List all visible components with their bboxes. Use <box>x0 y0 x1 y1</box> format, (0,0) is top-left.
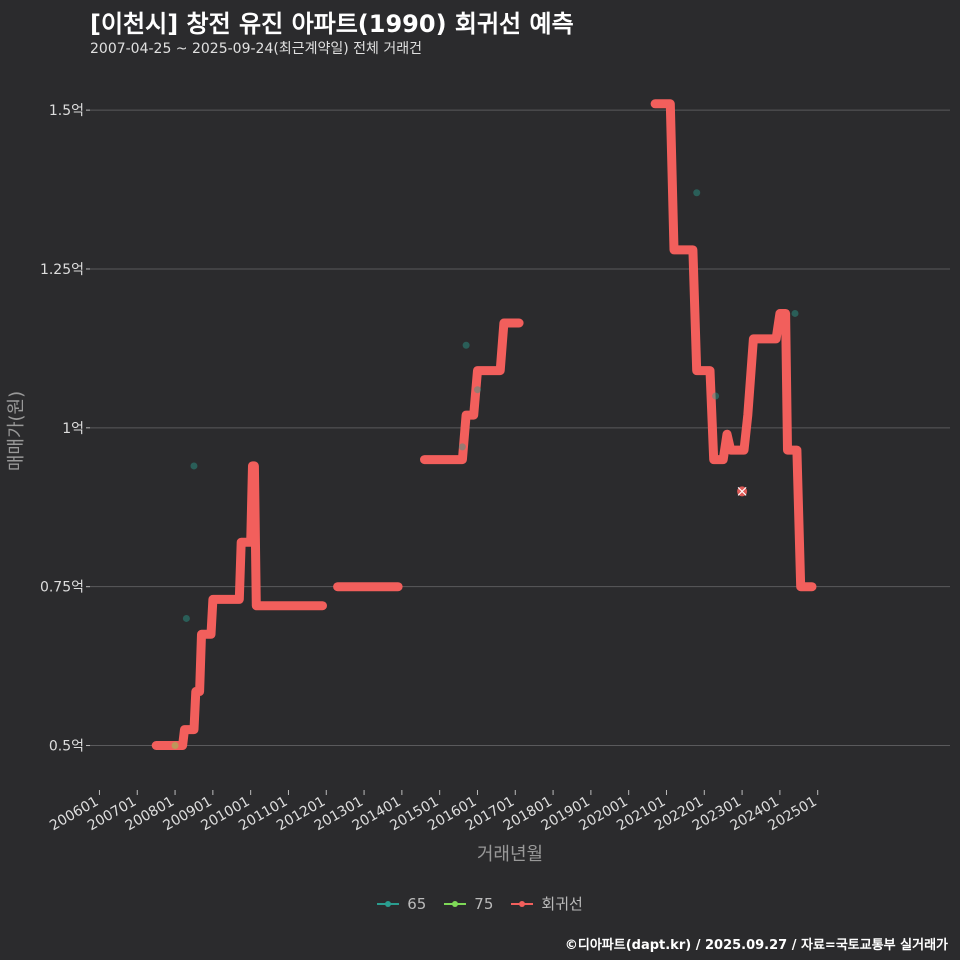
highlight-cross-icon <box>737 486 747 496</box>
legend-key-65 <box>377 897 400 911</box>
y-tick-label: 1.25억 <box>40 262 84 278</box>
data-point <box>693 189 701 197</box>
data-point <box>791 309 799 317</box>
y-tick-label: 1.5억 <box>49 103 84 119</box>
data-point <box>458 443 466 451</box>
y-tick-label: 0.75억 <box>40 580 84 596</box>
legend-item-regression[interactable]: 회귀선 <box>511 893 583 914</box>
x-axis-title: 거래년월 <box>477 844 543 865</box>
regression-line <box>420 318 524 465</box>
chart-subtitle: 2007-04-25 ~ 2025-09-24(최근계약일) 전체 거래건 <box>90 41 422 57</box>
data-point <box>171 742 179 750</box>
legend-item-65[interactable]: 65 <box>377 893 426 914</box>
y-axis-title: 매매가(원) <box>6 391 27 471</box>
data-point <box>462 341 470 349</box>
chart-title: [이천시] 창전 유진 아파트(1990) 회귀선 예측 <box>90 10 574 38</box>
regression-line <box>151 461 327 750</box>
legend-label-regression: 회귀선 <box>541 895 583 913</box>
y-tick-label: 0.5억 <box>49 739 84 755</box>
legend-label-65: 65 <box>407 894 427 913</box>
regression-line <box>650 99 817 592</box>
legend-key-75 <box>444 897 467 911</box>
data-point <box>712 392 720 400</box>
legend-key-regression <box>511 897 534 911</box>
legend-label-75: 75 <box>474 894 494 913</box>
data-point <box>182 614 190 622</box>
legend-item-75[interactable]: 75 <box>444 893 493 914</box>
chart-legend: 65 75 회귀선 <box>0 893 960 914</box>
data-point <box>473 386 481 394</box>
source-caption: ©디아파트(dapt.kr) / 2025.09.27 / 자료=국토교통부 실… <box>564 938 948 953</box>
data-point <box>190 462 198 470</box>
y-tick-label: 1억 <box>62 421 84 437</box>
